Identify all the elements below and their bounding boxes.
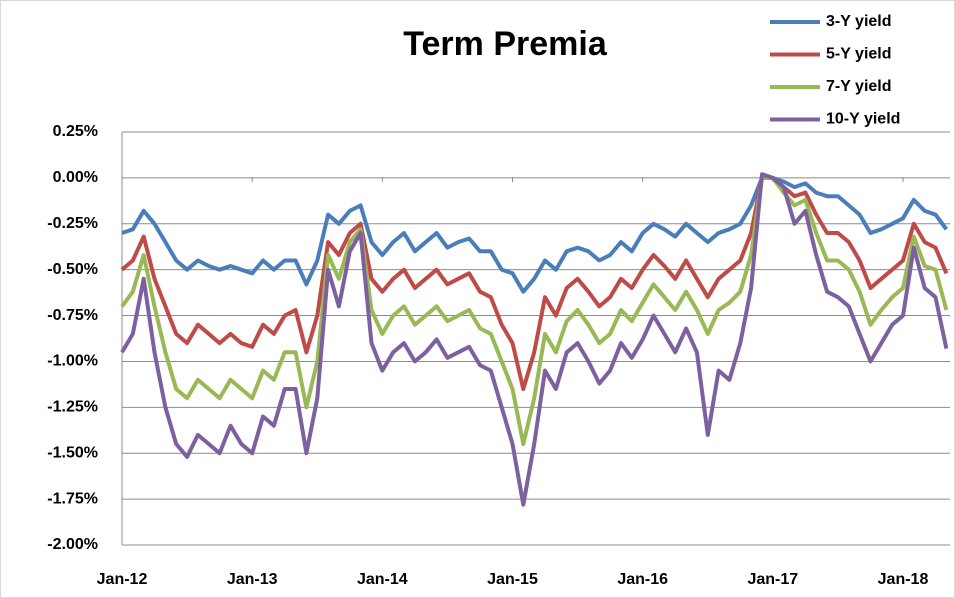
- legend-label: 7-Y yield: [826, 78, 892, 95]
- legend-label: 3-Y yield: [826, 13, 892, 30]
- y-tick-label: -0.50%: [47, 261, 98, 278]
- x-tick-label: Jan-14: [357, 571, 408, 588]
- y-tick-label: -1.75%: [47, 490, 98, 507]
- y-tick-label: -1.25%: [47, 399, 98, 416]
- series-line: [120, 175, 949, 391]
- x-tick-label: Jan-13: [227, 571, 278, 588]
- y-tick-label: -0.25%: [47, 215, 98, 232]
- x-tick-label: Jan-17: [747, 571, 798, 588]
- x-tick-label: Jan-15: [487, 571, 538, 588]
- y-tick-label: -1.50%: [47, 444, 98, 461]
- series-line: [120, 172, 949, 507]
- y-tick-label: -1.00%: [47, 353, 98, 370]
- y-tick-label: 0.00%: [53, 169, 98, 186]
- x-tick-label: Jan-18: [878, 571, 929, 588]
- legend-label: 10-Y yield: [826, 111, 900, 128]
- series-line: [120, 175, 949, 446]
- legend-label: 5-Y yield: [826, 46, 892, 63]
- series-line: [121, 175, 949, 294]
- chart-title: Term Premia: [403, 25, 608, 63]
- y-tick-label: -2.00%: [47, 536, 98, 553]
- y-tick-label: 0.25%: [53, 123, 98, 140]
- x-tick-label: Jan-16: [617, 571, 668, 588]
- y-tick-label: -0.75%: [47, 307, 98, 324]
- x-tick-label: Jan-12: [97, 571, 148, 588]
